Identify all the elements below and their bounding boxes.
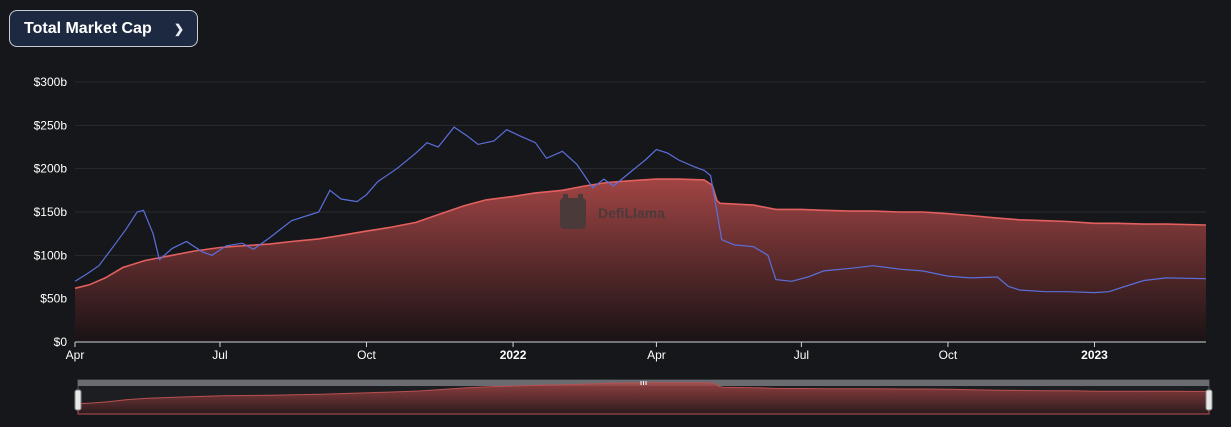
- brush-grip-icon[interactable]: [640, 381, 647, 385]
- y-tick-label: $200b: [34, 162, 68, 176]
- y-tick-label: $100b: [34, 248, 68, 262]
- line-series: [74, 126, 1207, 294]
- y-tick-label: $300b: [34, 75, 68, 89]
- x-tick-label: Apr: [66, 348, 85, 362]
- chart-type-dropdown[interactable]: Total Market Cap ❯: [9, 10, 198, 47]
- x-tick-label: Jul: [794, 348, 809, 362]
- y-tick-label: $150b: [34, 205, 68, 219]
- brush-left-handle[interactable]: [74, 389, 82, 411]
- range-brush[interactable]: [74, 379, 1213, 415]
- brush-right-handle[interactable]: [1205, 389, 1213, 411]
- y-tick-label: $50b: [40, 292, 67, 306]
- brush-preview-area: [77, 382, 1210, 415]
- watermark-text: DefiLlama: [598, 205, 665, 221]
- x-tick-label: Oct: [357, 348, 376, 362]
- y-tick-label: $0: [54, 335, 68, 349]
- x-axis: Apr Jul Oct 2022 Apr Jul Oct 2023: [66, 341, 1206, 362]
- x-tick-label: 2023: [1081, 348, 1108, 362]
- y-tick-label: $250b: [34, 118, 68, 132]
- llama-logo-icon: [560, 194, 586, 229]
- plot-area: [74, 126, 1207, 342]
- watermark: DefiLlama: [560, 194, 665, 229]
- x-tick-label: Apr: [647, 348, 666, 362]
- y-axis: $0 $50b $100b $150b $200b $250b $300b: [34, 75, 68, 349]
- dropdown-label: Total Market Cap: [24, 19, 152, 37]
- x-tick-label: Oct: [939, 348, 958, 362]
- area-series-fill: [75, 179, 1206, 342]
- x-tick-label: Jul: [212, 348, 227, 362]
- x-tick-label: 2022: [500, 348, 527, 362]
- chevron-down-icon: ❯: [173, 21, 184, 36]
